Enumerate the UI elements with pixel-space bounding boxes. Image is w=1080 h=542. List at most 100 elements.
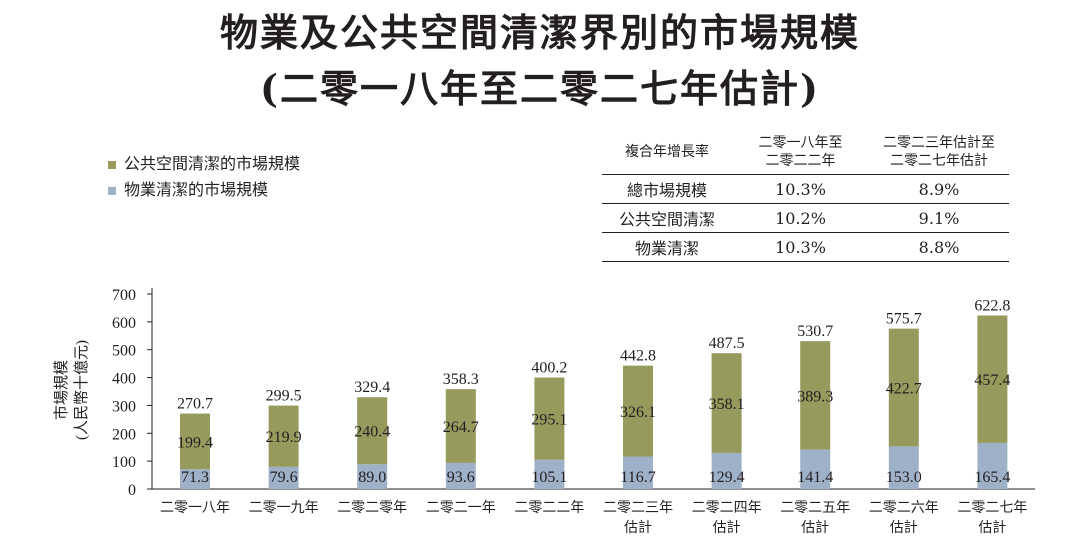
y-tick-label: 200 xyxy=(112,426,136,443)
data-label-property: 116.7 xyxy=(620,469,655,486)
y-tick-label: 0 xyxy=(128,482,136,499)
data-label-property: 141.4 xyxy=(797,469,833,486)
cagr-row-label: 總市場規模 xyxy=(602,174,732,204)
data-label-total: 487.5 xyxy=(709,335,745,352)
x-tick-label: 二零二七年 xyxy=(957,500,1027,516)
bar-segment-public-space xyxy=(888,328,919,447)
data-label-public-space: 389.3 xyxy=(797,388,833,405)
y-tick-label: 400 xyxy=(112,371,136,388)
data-label-public-space: 295.1 xyxy=(531,412,567,429)
legend-label-public-space: 公共空間清潔的市場規模 xyxy=(124,154,301,173)
x-tick-label: 估計 xyxy=(801,520,829,536)
legend-item-property: 物業清潔的市場規模 xyxy=(108,176,268,200)
legend-swatch-property xyxy=(108,186,116,195)
bar-segment-public-space xyxy=(357,397,388,465)
bar-segment-property xyxy=(445,462,476,489)
bar-segment-property xyxy=(357,464,388,489)
y-tick-label: 500 xyxy=(112,343,136,360)
data-label-public-space: 326.1 xyxy=(620,404,656,421)
bar-segment-public-space xyxy=(711,353,742,453)
bar-segment-public-space xyxy=(180,413,210,470)
x-tick-label: 二零二五年 xyxy=(780,500,850,516)
x-tick-label: 二零一八年 xyxy=(160,500,230,516)
y-tick-label: 600 xyxy=(112,315,136,332)
data-label-property: 71.3 xyxy=(181,469,209,486)
data-label-property: 93.6 xyxy=(447,469,475,486)
legend-label-property: 物業清潔的市場規模 xyxy=(124,180,269,199)
data-label-total: 270.7 xyxy=(177,396,213,413)
x-tick-label: 二零二四年 xyxy=(692,500,762,516)
cagr-header-period1: 二零一八年至 二零二二年 xyxy=(758,135,843,169)
data-label-total: 400.2 xyxy=(531,360,567,377)
data-label-total: 299.5 xyxy=(266,388,302,405)
data-label-total: 575.7 xyxy=(886,311,922,328)
bar-segment-property xyxy=(534,459,565,489)
cagr-row: 總市場規模 10.3% 8.9% xyxy=(602,174,1009,204)
y-axis-label: (人民幣十億元) xyxy=(73,340,90,440)
x-tick-label: 二零二零年 xyxy=(337,500,407,516)
cagr-row-value: 8.8% xyxy=(869,232,1009,262)
cagr-row-label: 物業清潔 xyxy=(602,232,732,262)
bar-segment-public-space xyxy=(977,315,1008,443)
bar-segment-property xyxy=(268,466,299,489)
x-tick-label: 二零二六年 xyxy=(869,500,939,516)
bar-segment-property xyxy=(888,446,919,489)
cagr-row-label: 公共空間清潔 xyxy=(602,203,732,233)
cagr-row-value: 9.1% xyxy=(869,203,1009,233)
data-label-public-space: 457.4 xyxy=(974,372,1010,389)
data-label-public-space: 358.1 xyxy=(709,396,745,413)
x-tick-label: 估計 xyxy=(624,520,652,536)
data-label-total: 530.7 xyxy=(797,323,833,340)
bar-segment-property xyxy=(711,452,742,489)
bar-segment-public-space xyxy=(623,365,653,457)
data-label-total: 442.8 xyxy=(620,348,656,365)
cagr-row-value: 10.2% xyxy=(732,203,869,233)
bar-segment-property xyxy=(977,442,1008,489)
x-tick-label: 估計 xyxy=(978,520,1006,536)
cagr-row: 物業清潔 10.3% 8.8% xyxy=(602,232,1009,262)
x-tick-label: 估計 xyxy=(713,520,741,536)
data-label-property: 79.6 xyxy=(270,469,298,486)
data-label-property: 89.0 xyxy=(358,469,386,486)
bar-segment-public-space xyxy=(445,389,476,463)
data-label-public-space: 240.4 xyxy=(354,424,390,441)
y-tick-label: 100 xyxy=(112,454,136,471)
cagr-header-row: 複合年增長率 二零一八年至 二零二二年 二零二三年估計至 二零二七年估計 xyxy=(602,130,1009,175)
x-tick-label: 估計 xyxy=(890,520,918,536)
x-tick-label: 二零一九年 xyxy=(249,500,319,516)
cagr-row-value: 10.3% xyxy=(732,232,869,262)
legend-item-public-space: 公共空間清潔的市場規模 xyxy=(108,150,300,174)
cagr-header-label: 複合年增長率 xyxy=(625,144,709,160)
bar-segment-public-space xyxy=(534,377,565,460)
cagr-row: 公共空間清潔 10.2% 9.1% xyxy=(602,203,1009,233)
data-label-public-space: 264.7 xyxy=(443,419,479,436)
data-label-public-space: 199.4 xyxy=(177,434,213,451)
y-axis-label: 市場規模 xyxy=(53,360,70,420)
cagr-row-value: 10.3% xyxy=(732,174,869,204)
data-label-property: 105.1 xyxy=(531,469,567,486)
chart-title-line2: (二零一八年至二零二七年估計) xyxy=(260,66,820,111)
y-tick-label: 300 xyxy=(112,398,136,415)
x-tick-label: 二零二二年 xyxy=(514,500,584,516)
data-label-total: 329.4 xyxy=(354,379,390,396)
cagr-header-period2: 二零二三年估計至 二零二七年估計 xyxy=(883,135,995,169)
data-label-property: 165.4 xyxy=(974,469,1010,486)
bar-segment-property xyxy=(800,449,831,489)
bar-segment-public-space xyxy=(268,405,299,467)
x-tick-label: 二零二三年 xyxy=(603,500,673,516)
data-label-public-space: 422.7 xyxy=(886,381,922,398)
data-label-property: 153.0 xyxy=(886,469,922,486)
cagr-table: 複合年增長率 二零一八年至 二零二二年 二零二三年估計至 二零二七年估計 總市場規模… xyxy=(602,130,1009,262)
bar-segment-public-space xyxy=(800,341,831,450)
x-tick-label: 二零二一年 xyxy=(426,500,496,516)
chart-title-line1: 物業及公共空間清潔界別的市場規模 xyxy=(219,10,860,55)
bar-segment-property xyxy=(180,469,210,489)
data-label-total: 622.8 xyxy=(974,298,1010,315)
data-label-public-space: 219.9 xyxy=(266,429,302,446)
bar-segment-property xyxy=(623,456,653,489)
cagr-row-value: 8.9% xyxy=(869,174,1009,204)
data-label-total: 358.3 xyxy=(443,371,479,388)
legend-swatch-public-space xyxy=(108,160,116,169)
y-tick-label: 700 xyxy=(112,287,136,304)
